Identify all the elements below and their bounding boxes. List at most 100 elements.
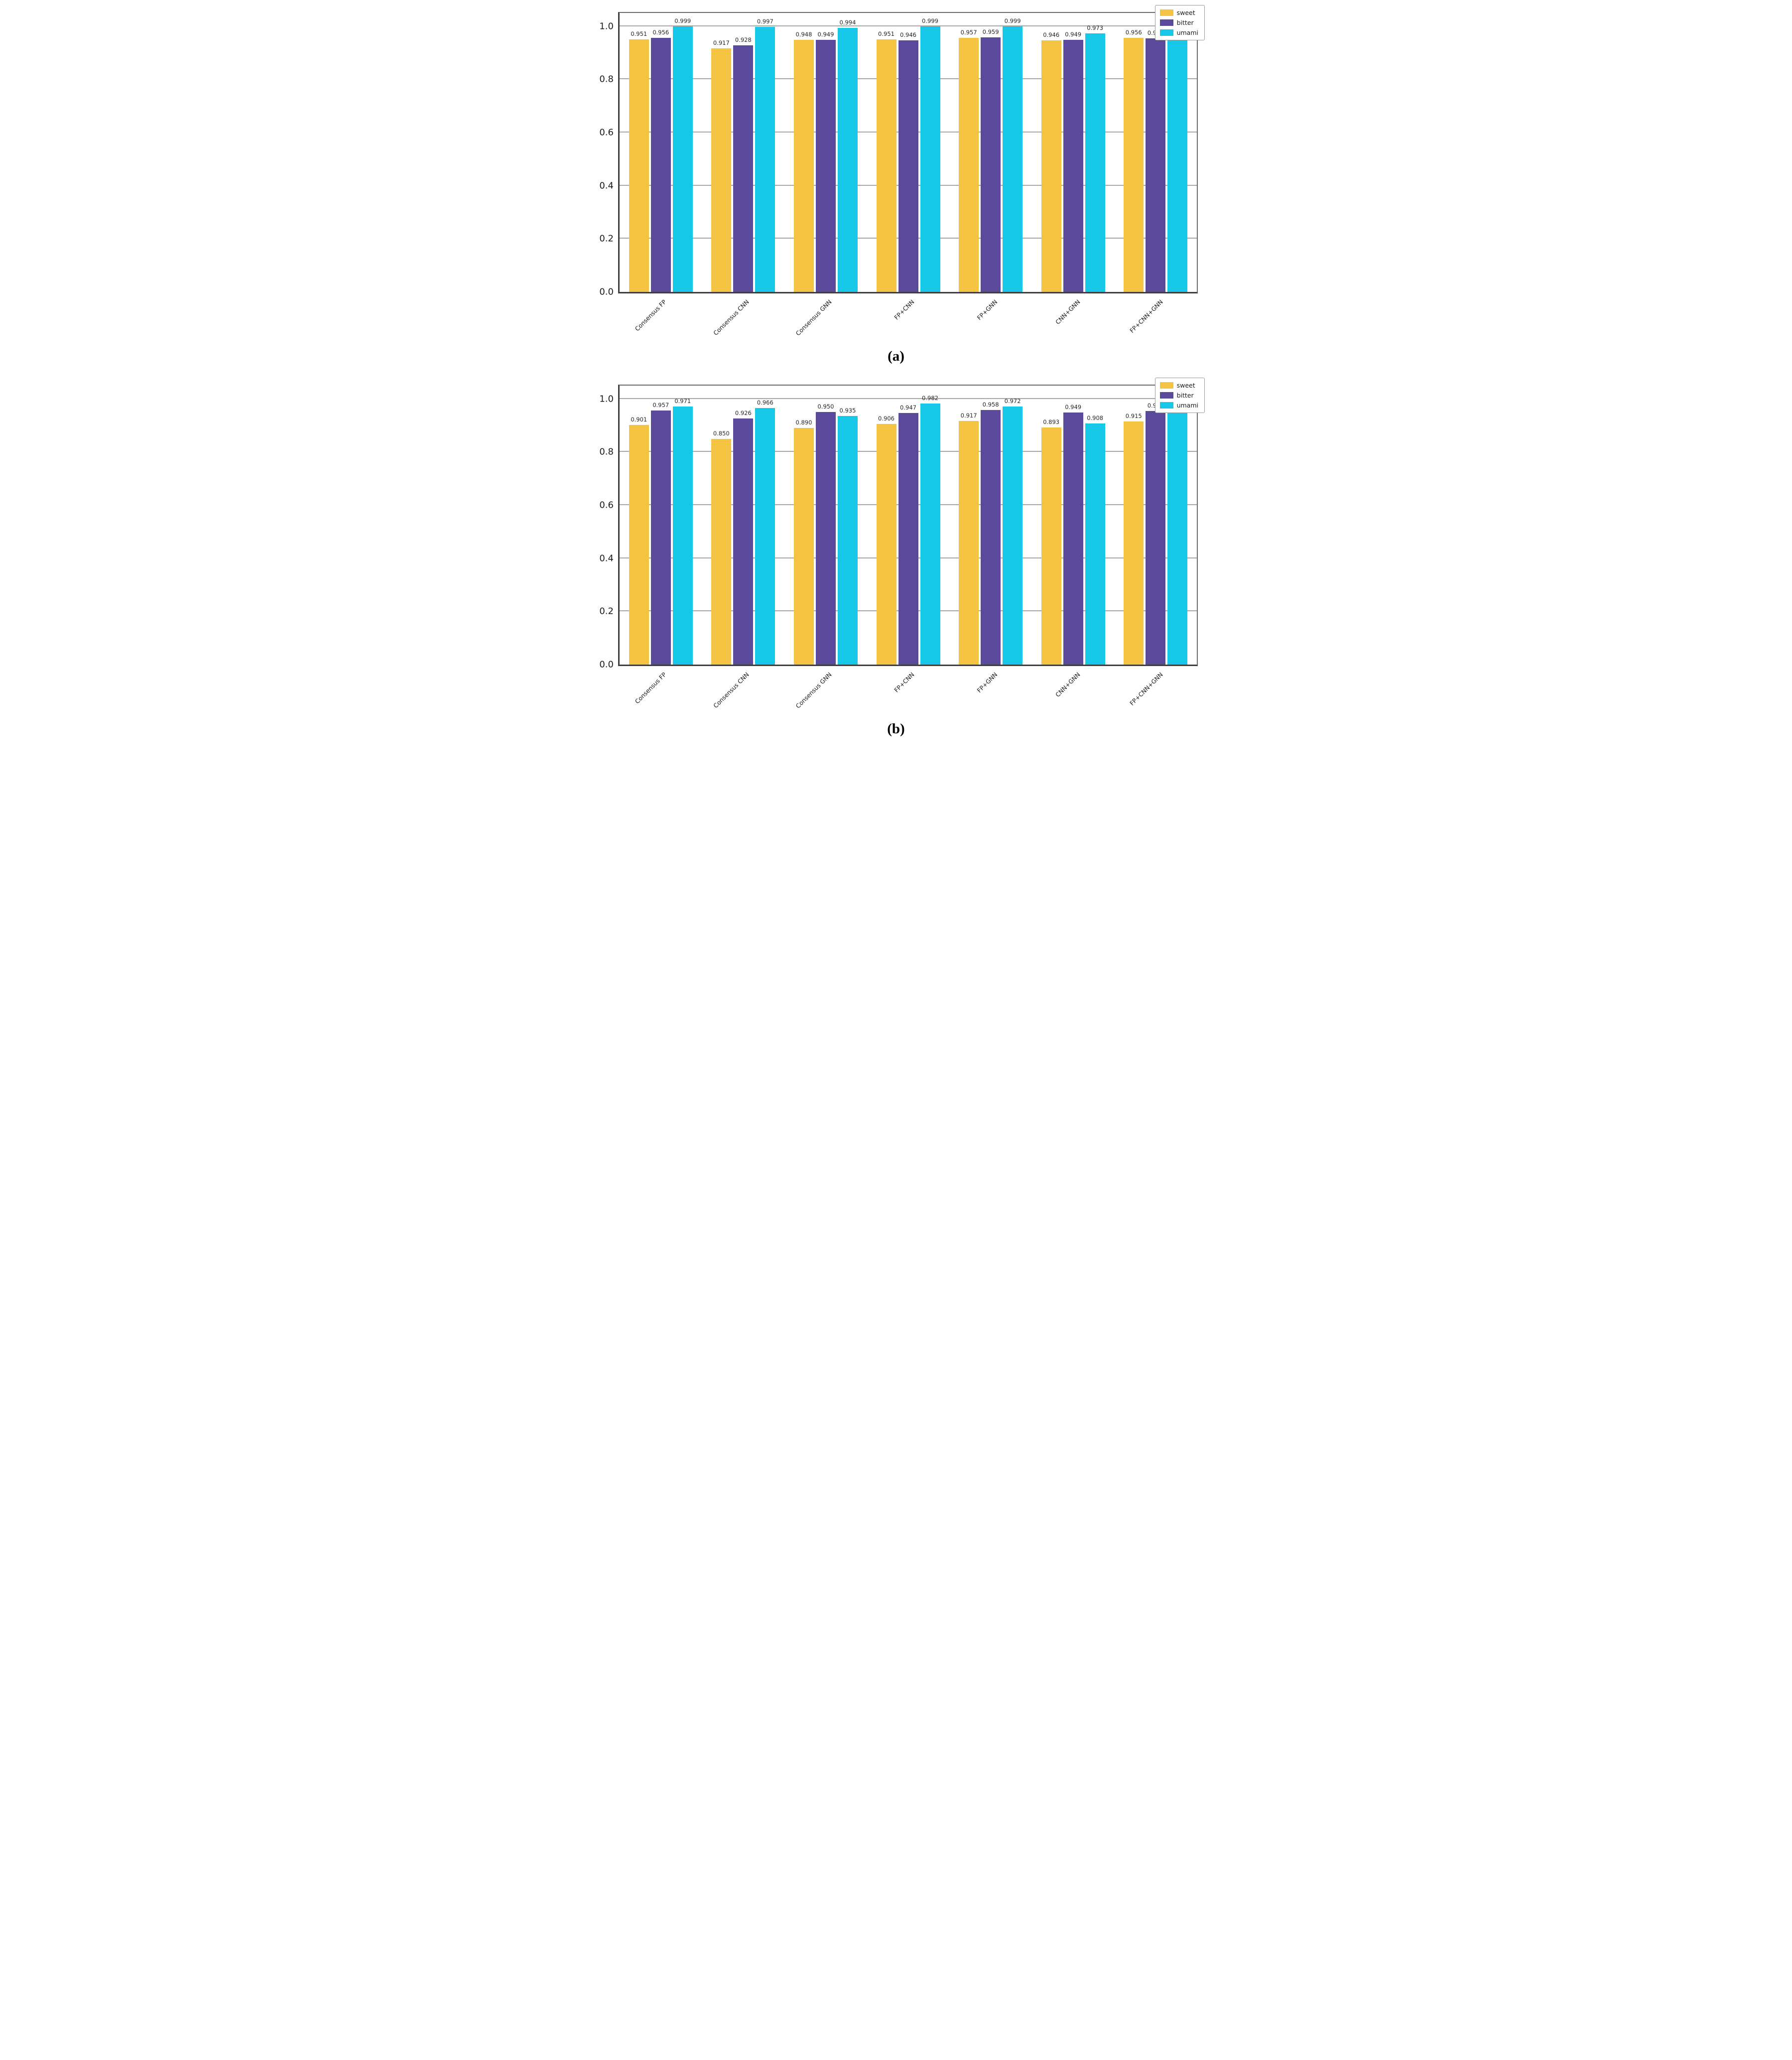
bar-value-label: 0.997 — [757, 18, 773, 25]
bar-value-label: 0.926 — [735, 410, 752, 417]
bar-bitter: 0.959 — [981, 28, 1001, 292]
y-tick-label: 0.2 — [599, 233, 614, 244]
x-tick-label: FP+CNN+GNN — [1128, 298, 1164, 335]
bar-value-label: 0.994 — [839, 18, 856, 26]
bar-value-label: 0.972 — [1004, 397, 1021, 405]
y-tick-label: 0.6 — [599, 127, 614, 138]
x-tick-label: FP+CNN — [893, 298, 916, 321]
bar-sweet: 0.917 — [959, 412, 979, 665]
bitter-swatch-icon — [1159, 19, 1173, 26]
bar-value-label: 0.957 — [652, 401, 669, 409]
legend-item-bitter: bitter — [1159, 19, 1198, 26]
y-tick-label: 1.0 — [599, 394, 614, 405]
x-tick-label: FP+CNN+GNN — [1128, 671, 1164, 707]
plot-area: 0.0 0.2 0.4 0.6 0.8 1.0 0.901 0.957 0.971 0.850 0.… — [599, 385, 1198, 670]
bar-umami: 0.999 — [920, 17, 940, 292]
bar-bitter: 0.956 — [650, 29, 671, 292]
bar-umami: 0.972 — [1003, 398, 1023, 665]
figure: 0.0 0.2 0.4 0.6 0.8 1.0 0.951 0.956 0.999 0.917 0.… — [577, 0, 1215, 765]
bar-sweet: 0.951 — [629, 30, 649, 292]
bar-sweet: 0.917 — [711, 39, 732, 292]
bar-value-label: 0.908 — [1087, 414, 1104, 421]
bar-value-label: 0.999 — [922, 17, 938, 25]
chart-b-block: 0.0 0.2 0.4 0.6 0.8 1.0 0.901 0.957 0.971 0.850 0.… — [587, 378, 1205, 714]
bar-umami: 0.973 — [1085, 24, 1105, 292]
umami-swatch-icon — [1159, 29, 1173, 36]
bar-group: 0.901 0.957 0.971 — [620, 386, 702, 665]
legend-item-bitter: bitter — [1159, 392, 1198, 399]
legend-label: sweet — [1176, 9, 1195, 16]
bar-value-label: 0.959 — [982, 28, 999, 35]
bar-group: 0.948 0.949 0.994 — [784, 13, 867, 292]
bar-value-label: 0.951 — [631, 30, 647, 37]
bar-value-label: 0.890 — [795, 419, 812, 426]
x-tick-label: Consensus GNN — [794, 671, 833, 710]
bar-value-label: 0.948 — [795, 31, 812, 38]
bar-sweet: 0.946 — [1041, 31, 1061, 292]
bar-umami: 0.999 — [1167, 17, 1188, 292]
chart-a-caption: (a) — [888, 348, 904, 364]
bar-umami: 0.971 — [672, 398, 693, 665]
bar-value-label: 0.999 — [674, 17, 691, 25]
bar-bitter: 0.958 — [981, 401, 1001, 665]
bar-umami: 0.997 — [755, 18, 775, 292]
bitter-swatch-icon — [1159, 392, 1173, 399]
bar-group: 0.915 0.9550.982 — [1114, 386, 1197, 665]
y-tick-label: 0.4 — [599, 180, 614, 191]
chart-b: 0.0 0.2 0.4 0.6 0.8 1.0 0.901 0.957 0.971 0.850 0.… — [587, 378, 1205, 714]
gridline — [620, 25, 1197, 26]
bar-value-label: 0.956 — [652, 29, 669, 36]
bar-value-label: 0.958 — [982, 401, 999, 409]
x-tick-label: Consensus GNN — [794, 298, 833, 337]
bar-value-label: 0.917 — [960, 412, 977, 419]
x-axis: Consensus FP Consensus CNN Consensus GNN FP… — [618, 293, 1198, 341]
bar-umami: 0.994 — [837, 19, 858, 292]
x-axis: Consensus FP Consensus CNN Consensus GNN FP… — [618, 666, 1198, 714]
legend-item-umami: umami — [1159, 29, 1198, 36]
x-tick-label: Consensus CNN — [712, 298, 751, 337]
bar-group: 0.957 0.959 0.999 — [949, 13, 1032, 292]
x-tick-label: FP+CNN — [893, 671, 916, 694]
bar-group: 0.951 0.956 0.999 — [620, 13, 702, 292]
x-tick-label: Consensus CNN — [712, 671, 751, 709]
bar-group: 0.850 0.926 0.966 — [702, 386, 785, 665]
x-tick-label: CNN+GNN — [1054, 671, 1082, 698]
bar-group: 0.951 0.946 0.999 — [867, 13, 950, 292]
x-tick-label: FP+GNN — [975, 671, 999, 694]
bar-umami: 0.908 — [1085, 414, 1105, 665]
bar-umami: 0.966 — [755, 399, 775, 665]
bar-value-label: 0.982 — [922, 395, 938, 402]
bar-bitter: 0.947 — [898, 404, 918, 665]
bar-value-label: 0.973 — [1087, 24, 1104, 32]
x-tick-label: Consensus FP — [633, 298, 668, 333]
legend-item-sweet: sweet — [1159, 9, 1198, 16]
bar-bitter: 0.949 — [815, 31, 836, 292]
chart-a: 0.0 0.2 0.4 0.6 0.8 1.0 0.951 0.956 0.999 0.917 0.… — [587, 5, 1205, 341]
sweet-swatch-icon — [1159, 382, 1173, 389]
y-tick-label: 0.8 — [599, 74, 614, 85]
legend: sweet bitter umami — [1154, 5, 1205, 40]
bar-value-label: 0.850 — [713, 429, 730, 437]
bar-value-label: 0.917 — [713, 39, 730, 46]
sweet-swatch-icon — [1159, 9, 1173, 16]
bar-value-label: 0.949 — [1065, 30, 1082, 38]
umami-swatch-icon — [1159, 402, 1173, 409]
bar-value-label: 0.957 — [960, 28, 977, 36]
bar-sweet: 0.901 — [629, 416, 649, 665]
bar-sweet: 0.951 — [876, 30, 896, 292]
legend-label: bitter — [1176, 392, 1194, 399]
y-tick-label: 0.0 — [599, 659, 614, 670]
bar-group: 0.890 0.950 0.935 — [784, 386, 867, 665]
y-tick-label: 0.4 — [599, 553, 614, 564]
bar-bitter: 0.955 — [1146, 402, 1166, 665]
legend-item-sweet: sweet — [1159, 382, 1198, 389]
bar-value-label: 0.935 — [839, 407, 856, 414]
bar-umami: 0.999 — [672, 17, 693, 292]
bar-bitter: 0.949 — [1063, 404, 1083, 665]
bar-value-label: 0.893 — [1043, 418, 1060, 425]
y-tick-label: 0.8 — [599, 446, 614, 457]
bar-value-label: 0.946 — [1043, 31, 1060, 39]
bar-sweet: 0.957 — [959, 29, 979, 292]
bar-group: 0.956 0.9550.999 — [1114, 13, 1197, 292]
bar-value-label: 0.928 — [735, 36, 752, 44]
